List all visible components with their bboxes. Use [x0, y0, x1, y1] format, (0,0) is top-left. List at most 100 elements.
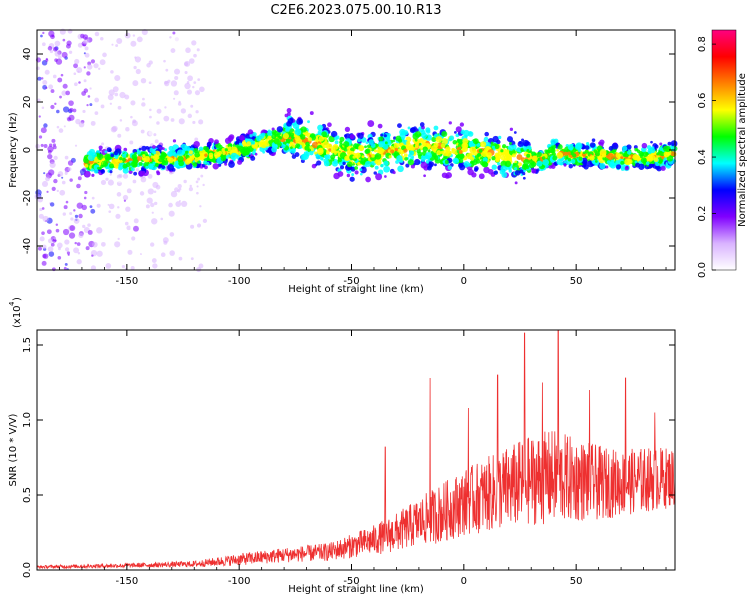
spectrogram-noise-point — [160, 252, 166, 258]
spectrogram-point — [512, 153, 516, 158]
spectrogram-y-tick-label: -20 — [22, 190, 33, 206]
spectrogram-noise-point — [108, 89, 115, 96]
spectrogram-noise-point — [45, 176, 50, 182]
spectrogram-noise-point — [174, 187, 179, 193]
spectrogram-noise-point — [47, 246, 54, 252]
spectrogram-noise-point — [80, 33, 85, 39]
spectrogram-point — [583, 164, 589, 170]
spectrogram-noise-point — [184, 70, 188, 75]
spectrogram-noise-point — [168, 210, 175, 217]
spectrogram-point — [383, 160, 389, 167]
spectrogram-noise-point — [122, 212, 129, 219]
spectrogram-noise-point — [83, 66, 86, 69]
spectrogram-point — [368, 139, 374, 145]
spectrogram-noise-point — [124, 32, 131, 39]
spectrogram-point — [105, 166, 109, 170]
spectrogram-point — [214, 139, 219, 145]
spectrogram-point — [516, 154, 523, 161]
spectrogram-point — [358, 144, 365, 152]
spectrogram-point — [601, 153, 607, 158]
spectrogram-noise-point — [163, 59, 166, 63]
spectrogram-point — [477, 153, 481, 157]
spectrogram-noise-point — [121, 247, 125, 250]
spectrogram-point — [337, 157, 342, 163]
spectrogram-point — [650, 140, 653, 144]
spectrogram-noise-point — [74, 241, 77, 245]
spectrogram-noise-point — [188, 58, 195, 64]
spectrogram-point — [620, 160, 625, 165]
spectrogram-point — [373, 171, 377, 175]
spectrogram-noise-point — [127, 249, 133, 255]
spectrogram-x-tick-label: -150 — [116, 276, 139, 287]
spectrogram-noise-point — [48, 251, 55, 257]
spectrogram-noise-point — [86, 71, 91, 76]
spectrogram-noise-point — [135, 62, 139, 66]
spectrogram-noise-point — [128, 106, 135, 113]
spectrogram-point — [383, 134, 387, 138]
spectrogram-noise-point — [43, 144, 48, 148]
spectrogram-noise-point — [135, 168, 140, 172]
spectrogram-noise-point — [100, 104, 105, 109]
spectrogram-point — [478, 148, 483, 153]
spectrogram-noise-point — [164, 214, 168, 218]
spectrogram-noise-point — [50, 34, 55, 40]
spectrogram-noise-point — [132, 34, 136, 37]
spectrogram-noise-point — [192, 85, 195, 89]
spectrogram-point — [155, 155, 160, 160]
spectrogram-point — [290, 146, 293, 150]
spectrogram-noise-point — [174, 41, 178, 45]
spectrogram-point — [667, 141, 672, 146]
spectrogram-noise-point — [186, 89, 193, 95]
spectrogram-point — [328, 148, 332, 152]
spectrogram-noise-point — [190, 224, 195, 229]
spectrogram-point — [302, 153, 309, 160]
spectrogram-noise-point — [102, 52, 107, 58]
spectrogram-noise-point — [169, 36, 172, 39]
spectrogram-point — [425, 127, 431, 133]
spectrogram-noise-point — [170, 97, 173, 101]
spectrogram-noise-point — [139, 191, 145, 196]
spectrogram-point — [271, 127, 275, 131]
snr-series-line — [36, 329, 676, 570]
spectrogram-point — [319, 156, 324, 161]
spectrogram-point — [518, 162, 522, 167]
spectrogram-point — [350, 147, 355, 152]
snr-ticks: -150 -100 -50 0 50 0.0 0.5 1.0 1.5 — [22, 330, 675, 587]
spectrogram-point — [414, 144, 419, 149]
spectrogram-noise-point — [133, 65, 137, 70]
spectrogram-point — [491, 156, 496, 161]
spectrogram-noise-point — [64, 239, 70, 245]
spectrogram-y-tick-label: 40 — [22, 48, 33, 61]
spectrogram-noise-point — [82, 224, 86, 229]
spectrogram-noise-point — [101, 142, 105, 146]
spectrogram-point — [436, 150, 442, 156]
spectrogram-point — [409, 146, 414, 151]
spectrogram-noise-point — [52, 74, 57, 79]
spectrogram-point — [663, 151, 670, 158]
spectrogram-noise-point — [61, 90, 67, 96]
spectrogram-point — [506, 136, 513, 143]
spectrogram-noise-point — [89, 87, 92, 90]
spectrogram-noise-point — [40, 143, 44, 147]
spectrogram-point — [352, 143, 359, 149]
snr-panel: -150 -100 -50 0 50 0.0 0.5 1.0 1.5 Height of str… — [8, 297, 676, 595]
spectrogram-point — [378, 136, 384, 142]
spectrogram-point — [457, 138, 464, 145]
spectrogram-point — [267, 129, 271, 133]
spectrogram-point — [349, 176, 355, 182]
spectrogram-point — [670, 150, 676, 157]
spectrogram-noise-point — [58, 55, 62, 59]
snr-x-tick-label: 0 — [461, 576, 467, 587]
spectrogram-point — [351, 173, 355, 176]
spectrogram-point — [645, 161, 650, 166]
spectrogram-noise-point — [109, 173, 112, 176]
spectrogram-point — [615, 160, 620, 165]
spectrogram-point — [531, 168, 537, 174]
spectrogram-noise-point — [92, 241, 98, 248]
spectrogram-point — [556, 144, 559, 147]
spectrogram-point — [375, 173, 383, 181]
spectrogram-point — [331, 160, 338, 167]
spectrogram-noise-point — [144, 43, 150, 50]
spectrogram-point — [566, 151, 571, 156]
spectrogram-point — [493, 170, 499, 175]
